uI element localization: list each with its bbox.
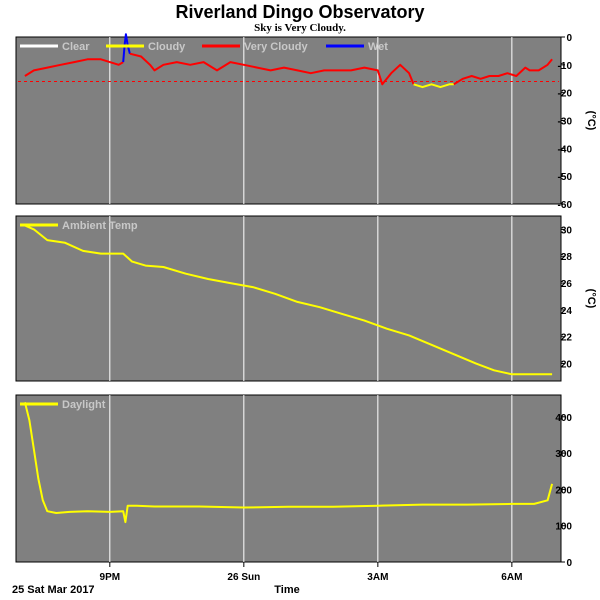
x-tick-label: 3AM bbox=[367, 572, 388, 583]
legend-label: Daylight bbox=[62, 399, 106, 411]
series-line-very-cloudy bbox=[24, 58, 124, 77]
x-axis-title: Time bbox=[274, 584, 299, 596]
y-tick-label: 26 bbox=[561, 279, 573, 290]
y-tick-label: -40 bbox=[558, 144, 573, 155]
chart-title: Riverland Dingo Observatory bbox=[175, 2, 424, 22]
daylight-panel: 0 100 200 300 400 Daylight bbox=[15, 394, 572, 569]
x-tick-label: 26 Sun bbox=[227, 572, 260, 583]
y-axis-unit-label: (°C) bbox=[585, 289, 597, 309]
legend-label: Very Cloudy bbox=[244, 41, 308, 53]
series-line-wet bbox=[122, 33, 131, 63]
legend-label: Wet bbox=[368, 41, 388, 53]
series-line-very-cloudy bbox=[453, 58, 553, 86]
series-line-daylight bbox=[23, 402, 554, 524]
y-tick-label: 20 bbox=[561, 360, 573, 371]
legend-label: Ambient Temp bbox=[62, 220, 138, 232]
y-axis-unit-label: (°C) bbox=[585, 111, 597, 131]
series-line-cloudy bbox=[413, 83, 454, 89]
sky-temperature-panel: 0 -10 -20 -30 -40 -50 -60 (°C) Clear Cloudy Very C… bbox=[15, 33, 597, 211]
legend-label: Cloudy bbox=[148, 41, 186, 53]
y-tick-label: -20 bbox=[558, 89, 573, 100]
x-tick-label: 9PM bbox=[100, 572, 121, 583]
y-tick-label: -60 bbox=[558, 200, 573, 211]
y-tick-label: 0 bbox=[566, 558, 572, 569]
y-tick-label: 0 bbox=[566, 33, 572, 44]
y-tick-label: 200 bbox=[555, 485, 572, 496]
series-line-ambient-temp bbox=[24, 224, 553, 376]
y-tick-label: 22 bbox=[561, 333, 573, 344]
ambient-temperature-panel: 20 22 24 26 28 30 (°C) Ambient Temp bbox=[15, 215, 597, 382]
y-tick-label: 28 bbox=[561, 252, 573, 263]
panel-background bbox=[15, 394, 562, 563]
y-tick-label: -10 bbox=[558, 61, 573, 72]
time-axis: 9PM 26 Sun 3AM 6AM bbox=[100, 562, 522, 583]
y-tick-label: 400 bbox=[555, 413, 572, 424]
chart-subtitle: Sky is Very Cloudy. bbox=[254, 22, 346, 34]
legend-label: Clear bbox=[62, 41, 90, 53]
y-tick-label: 300 bbox=[555, 449, 572, 460]
y-tick-label: -30 bbox=[558, 117, 573, 128]
y-tick-label: 24 bbox=[561, 306, 573, 317]
y-tick-label: 30 bbox=[561, 225, 573, 236]
x-tick-label: 6AM bbox=[501, 572, 522, 583]
panel-background bbox=[15, 36, 562, 205]
y-tick-label: -50 bbox=[558, 172, 573, 183]
x-axis-date-label: 25 Sat Mar 2017 bbox=[12, 584, 95, 596]
y-tick-label: 100 bbox=[555, 522, 572, 533]
series-line-very-cloudy bbox=[129, 52, 415, 86]
